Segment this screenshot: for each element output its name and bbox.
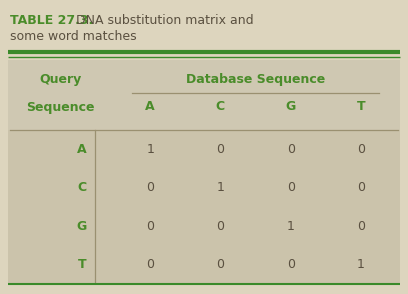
Text: 0: 0 (146, 258, 154, 271)
Text: Query: Query (39, 74, 81, 86)
Text: 0: 0 (216, 258, 224, 271)
Text: 0: 0 (357, 220, 365, 233)
Text: TABLE 27.3.: TABLE 27.3. (10, 14, 93, 27)
Text: C: C (216, 101, 225, 113)
Text: A: A (78, 143, 87, 156)
Text: DNA substitution matrix and: DNA substitution matrix and (72, 14, 254, 27)
Text: some word matches: some word matches (10, 30, 137, 43)
Text: 0: 0 (287, 181, 295, 194)
Text: 1: 1 (216, 181, 224, 194)
Text: 0: 0 (146, 181, 154, 194)
Text: C: C (78, 181, 87, 194)
Bar (8, 60, 400, 130)
Text: 1: 1 (146, 143, 154, 156)
Text: 0: 0 (287, 258, 295, 271)
Text: 0: 0 (357, 181, 365, 194)
Text: Sequence: Sequence (26, 101, 94, 113)
Text: 0: 0 (216, 220, 224, 233)
Bar (8, 130, 400, 284)
Text: 1: 1 (357, 258, 365, 271)
Text: Database Sequence: Database Sequence (186, 74, 325, 86)
Text: A: A (145, 101, 155, 113)
Text: G: G (77, 220, 87, 233)
Text: 1: 1 (287, 220, 295, 233)
Text: 0: 0 (146, 220, 154, 233)
Text: T: T (357, 101, 365, 113)
Text: G: G (286, 101, 296, 113)
Text: 0: 0 (287, 143, 295, 156)
Text: 0: 0 (357, 143, 365, 156)
Text: T: T (78, 258, 87, 271)
Text: 0: 0 (216, 143, 224, 156)
